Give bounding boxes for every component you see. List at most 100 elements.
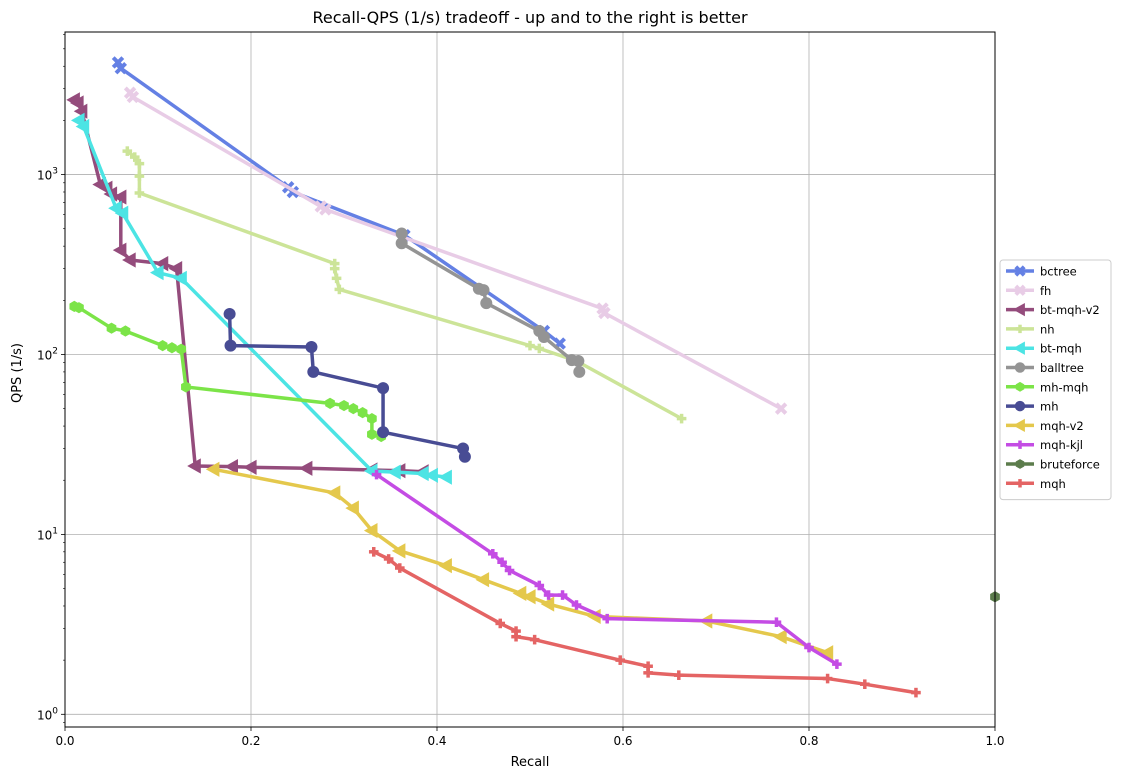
legend-marker bbox=[1015, 459, 1025, 469]
data-point-mqh bbox=[395, 563, 405, 573]
grid-lines bbox=[64, 32, 996, 727]
data-point-mqh-kjl bbox=[557, 590, 568, 600]
legend-entry-mqh-v2: mqh-v2 bbox=[1006, 418, 1084, 433]
data-point-mqh-kjl bbox=[602, 613, 612, 624]
legend-label: nh bbox=[1040, 322, 1055, 336]
data-point-bt-mqh bbox=[114, 205, 129, 221]
legend-marker bbox=[1015, 440, 1025, 449]
data-point-bt-mqh bbox=[415, 465, 429, 482]
legend-marker bbox=[1015, 479, 1025, 488]
data-point-mqh-kjl bbox=[371, 469, 382, 480]
data-point-bt-mqh-v2 bbox=[112, 242, 127, 258]
data-point-mqh-kjl bbox=[771, 617, 782, 628]
data-point-nh bbox=[134, 188, 145, 198]
data-point-mqh-kjl bbox=[534, 580, 545, 591]
data-point-mqh-v2 bbox=[540, 596, 555, 612]
data-point-nh bbox=[122, 146, 133, 156]
data-point-nh bbox=[534, 343, 545, 354]
legend: bctree fh bt-mqh-v2 nh bt-mqh balltree mh-mqh m… bbox=[999, 259, 1112, 501]
plot-series bbox=[66, 56, 1000, 698]
legend-label: bt-mqh bbox=[1040, 342, 1082, 356]
data-point-balltree bbox=[477, 284, 490, 297]
data-point-mh bbox=[305, 341, 318, 354]
data-point-bt-mqh bbox=[173, 270, 187, 286]
data-point-mqh-v2 bbox=[326, 485, 341, 501]
y-tick-base: 10 bbox=[37, 348, 52, 362]
data-point-mqh bbox=[822, 673, 833, 684]
data-point-mqh-kjl bbox=[543, 590, 554, 600]
y-tick-base: 10 bbox=[37, 528, 52, 542]
legend-marker bbox=[1013, 341, 1025, 355]
data-point-mqh-v2 bbox=[438, 558, 452, 574]
data-point-bt-mqh bbox=[387, 464, 401, 480]
data-point-balltree bbox=[537, 331, 550, 344]
plot-frame bbox=[64, 31, 996, 728]
data-point-nh bbox=[134, 171, 145, 181]
series-mqh-kjl bbox=[371, 469, 842, 669]
data-point-mqh-v2 bbox=[475, 572, 490, 588]
data-point-mh-mqh bbox=[339, 399, 349, 412]
legend-entry-bt-mqh: bt-mqh bbox=[1006, 341, 1082, 356]
legend-marker bbox=[1014, 284, 1026, 296]
data-point-mh-mqh bbox=[181, 381, 191, 393]
data-point-mqh bbox=[911, 687, 921, 698]
legend-entry-mqh-kjl: mqh-kjl bbox=[1006, 438, 1083, 452]
legend-label: mqh bbox=[1040, 477, 1066, 491]
data-point-mh bbox=[377, 426, 390, 439]
x-tick-label: 0.6 bbox=[613, 734, 632, 748]
data-point-mh-mqh bbox=[176, 343, 187, 355]
data-point-bt-mqh-v2 bbox=[168, 261, 183, 277]
series-nh bbox=[122, 146, 687, 424]
data-point-mqh-kjl bbox=[504, 565, 515, 576]
data-point-mqh bbox=[674, 670, 684, 680]
x-tick-label: 0.8 bbox=[799, 734, 818, 748]
x-tick-label: 0.2 bbox=[241, 734, 260, 748]
data-point-bt-mqh-v2 bbox=[122, 252, 136, 268]
data-point-bt-mqh-v2 bbox=[187, 458, 201, 474]
legend-marker bbox=[1015, 324, 1025, 334]
data-point-mqh-v2 bbox=[345, 500, 359, 516]
legend-entry-nh: nh bbox=[1006, 322, 1055, 336]
x-tick-label: 0.4 bbox=[427, 734, 446, 748]
data-point-mqh bbox=[511, 631, 521, 642]
data-point-bt-mqh bbox=[438, 469, 452, 485]
series-mh bbox=[223, 307, 471, 463]
data-point-mh-mqh bbox=[367, 413, 377, 425]
data-point-fh bbox=[319, 203, 332, 216]
series-line-fh bbox=[128, 90, 783, 411]
data-point-mh-mqh bbox=[157, 340, 168, 352]
data-point-mqh-kjl bbox=[571, 600, 582, 610]
data-point-mh-mqh bbox=[348, 403, 359, 415]
data-point-balltree bbox=[573, 365, 586, 378]
y-tick-exponent: 3 bbox=[52, 167, 58, 177]
data-point-fh bbox=[774, 402, 788, 415]
legend-box bbox=[999, 259, 1112, 501]
data-point-balltree bbox=[395, 227, 408, 240]
data-point-nh bbox=[129, 152, 140, 162]
data-point-nh bbox=[329, 263, 340, 274]
legend-marker bbox=[1013, 418, 1025, 433]
series-line-mqh bbox=[372, 550, 918, 695]
data-point-mh-mqh bbox=[325, 397, 335, 409]
data-point-mh bbox=[223, 307, 236, 320]
data-point-nh bbox=[525, 340, 535, 351]
data-point-mh-mqh bbox=[74, 302, 84, 314]
series-line-mqh-v2 bbox=[212, 467, 830, 655]
data-point-nh bbox=[331, 273, 342, 284]
series-line-nh bbox=[125, 149, 684, 421]
legend-entry-bt-mqh-v2: bt-mqh-v2 bbox=[1006, 302, 1100, 317]
data-point-mqh-v2 bbox=[363, 522, 378, 539]
series-mqh bbox=[368, 547, 921, 698]
legend-entry-fh: fh bbox=[1006, 284, 1051, 298]
legend-label: bctree bbox=[1040, 265, 1077, 279]
data-point-mqh-v2 bbox=[522, 589, 536, 605]
data-point-mqh-kjl bbox=[488, 549, 498, 559]
data-point-bt-mqh bbox=[424, 467, 438, 483]
data-point-mqh-kjl bbox=[832, 659, 842, 669]
legend-label: bruteforce bbox=[1040, 458, 1100, 472]
data-point-mqh-v2 bbox=[205, 461, 220, 477]
data-point-mqh-v2 bbox=[512, 585, 527, 601]
y-tick-label: 100 bbox=[37, 706, 58, 722]
